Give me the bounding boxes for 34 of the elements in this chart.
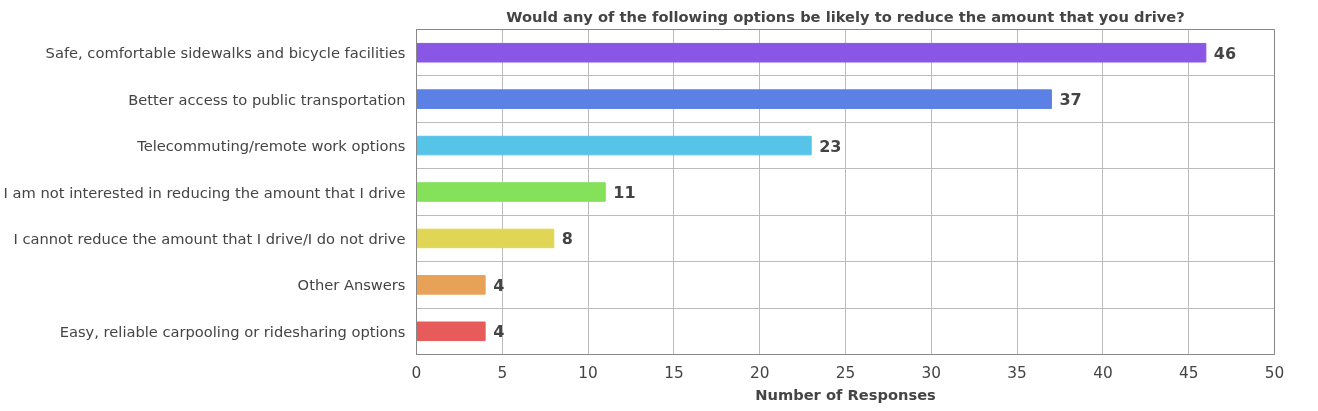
y-tick-label: Other Answers	[297, 276, 406, 294]
y-tick-label: I cannot reduce the amount that I drive/I do not drive	[13, 229, 406, 247]
x-tick-label: 5	[497, 363, 508, 382]
data-label: 8	[561, 229, 573, 249]
x-tick-label: 50	[1264, 363, 1285, 382]
x-tick-label: 0	[411, 363, 422, 382]
x-tick-label: 20	[749, 363, 770, 382]
bar	[416, 182, 606, 202]
chart-title: Would any of the following options be likely to reduce the amount that you drive?	[506, 7, 1185, 25]
y-tick-label: Easy, reliable carpooling or ridesharing options	[59, 322, 406, 340]
x-tick-label: 40	[1093, 363, 1113, 382]
data-label: 11	[613, 183, 636, 202]
x-tick-label: 35	[1007, 363, 1027, 382]
data-label: 37	[1059, 90, 1082, 110]
x-axis-title: Number of Responses	[755, 385, 937, 403]
bar	[416, 228, 555, 249]
bar	[416, 89, 1052, 109]
y-tick-label: Better access to public transportation	[128, 90, 406, 108]
bar	[416, 42, 1207, 63]
y-tick-label: I am not interested in reducing the amount that I drive	[3, 183, 406, 201]
x-tick-label: 45	[1178, 363, 1199, 382]
bar	[416, 321, 486, 342]
data-label: 46	[1213, 43, 1237, 63]
y-tick-label: Safe, comfortable sidewalks and bicycle facilities	[45, 44, 406, 62]
x-tick-label: 30	[921, 363, 942, 382]
x-tick-label: 10	[578, 363, 598, 382]
bar	[416, 135, 812, 156]
data-label: 4	[493, 322, 505, 342]
data-label: 23	[819, 136, 842, 156]
data-label: 4	[493, 275, 505, 295]
x-tick-label: 25	[835, 363, 856, 382]
y-tick-label: Telecommuting/remote work options	[136, 137, 406, 155]
x-tick-label: 15	[664, 363, 684, 382]
bar	[416, 275, 486, 295]
